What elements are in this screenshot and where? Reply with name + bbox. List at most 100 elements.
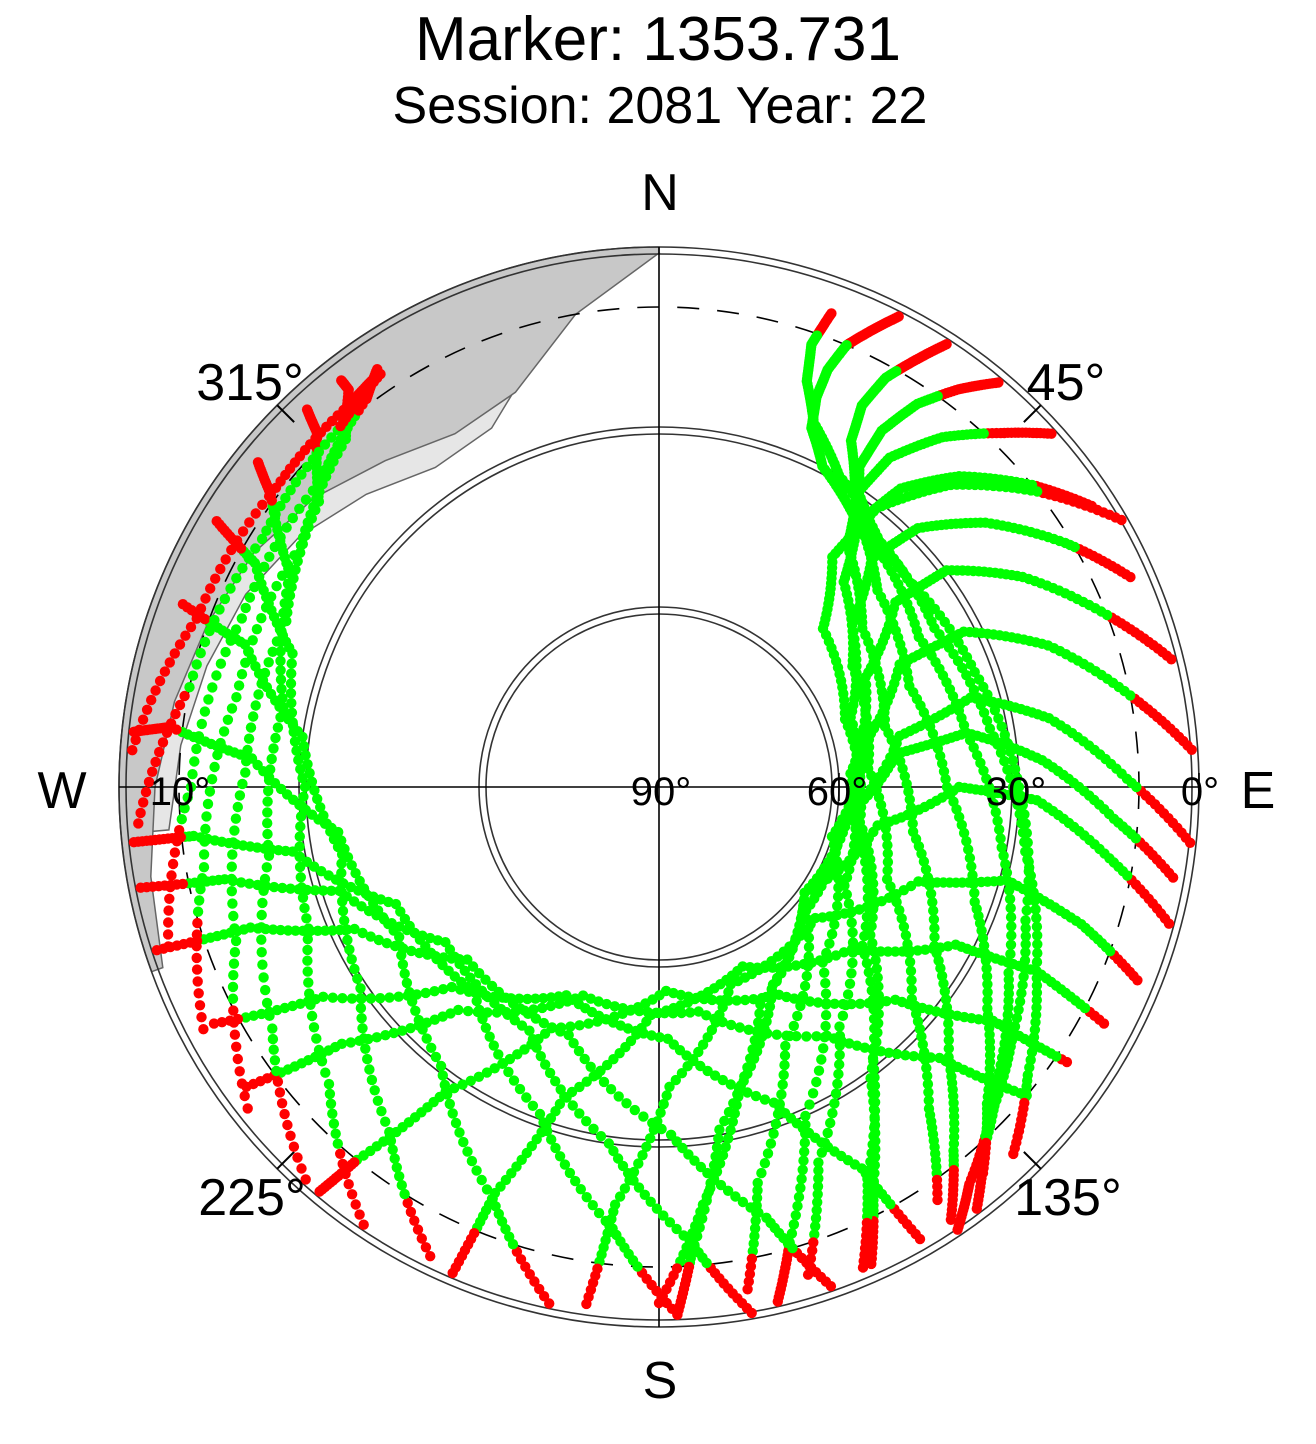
track-point-7-96 xyxy=(824,938,835,949)
track-point-13-51 xyxy=(617,1003,628,1014)
low-elevation-point-24-22 xyxy=(231,535,243,546)
track-point-1-128 xyxy=(1000,859,1011,870)
low-elevation-point-21-6 xyxy=(191,952,202,964)
track-point-20-43 xyxy=(282,607,293,618)
track-point-17-20 xyxy=(364,1064,375,1075)
track-point-27-103 xyxy=(1002,764,1013,775)
track-point-14-43 xyxy=(555,1026,566,1037)
track-point-26-122 xyxy=(873,1018,884,1029)
low-elevation-point-23-2 xyxy=(138,797,149,808)
track-point-23-24 xyxy=(231,573,242,584)
low-elevation-point-24-11 xyxy=(174,639,186,650)
track-point-2-109 xyxy=(937,758,948,769)
track-point-4-104 xyxy=(877,807,889,818)
track-point-11-44 xyxy=(830,950,842,961)
track-point-21-31 xyxy=(240,657,251,668)
track-point-6-102 xyxy=(846,917,857,928)
track-point-6-99 xyxy=(841,889,852,900)
low-elevation-point-23-6 xyxy=(150,756,161,768)
track-point-13-15 xyxy=(925,1052,937,1063)
track-point-13-36 xyxy=(743,1024,754,1036)
track-point-4-111 xyxy=(882,865,893,876)
track-point-13-79 xyxy=(380,1030,391,1041)
track-point-16-18 xyxy=(466,1155,478,1167)
track-point-13-45 xyxy=(667,1008,679,1019)
track-point-18-9 xyxy=(330,1128,341,1139)
track-point-14-15 xyxy=(753,1207,764,1218)
track-point-16-33 xyxy=(413,1014,424,1026)
track-point-11-54 xyxy=(752,962,763,973)
track-point-13-60 xyxy=(545,1000,556,1012)
track-point-27-113 xyxy=(1022,854,1033,865)
track-point-6-111 xyxy=(837,1010,849,1021)
cardinal-label-north: N xyxy=(641,164,679,222)
track-point-20-31 xyxy=(243,733,255,744)
track-point-3-136 xyxy=(943,1018,954,1029)
track-point-29-32 xyxy=(574,1108,585,1119)
track-point-28-63 xyxy=(505,993,517,1004)
track-point-21-26 xyxy=(222,714,234,725)
track-point-22-38 xyxy=(287,512,298,524)
track-point-1-135 xyxy=(1006,921,1017,932)
track-point-20-12 xyxy=(228,958,240,969)
track-point-19-48 xyxy=(275,646,286,657)
track-point-19-45 xyxy=(275,674,287,685)
track-point-8-91 xyxy=(801,970,812,982)
track-point-23-16 xyxy=(191,659,202,670)
low-elevation-point-18-4 xyxy=(343,1179,354,1190)
track-point-28-68 xyxy=(463,986,475,997)
track-point-15-19 xyxy=(575,1184,586,1195)
track-point-14-67 xyxy=(373,934,384,946)
track-point-2-111 xyxy=(940,773,951,785)
track-point-18-48 xyxy=(288,726,299,738)
track-point-20-21 xyxy=(227,849,238,860)
track-point-19-41 xyxy=(275,712,286,723)
track-point-25-117 xyxy=(725,1125,736,1136)
track-point-5-114 xyxy=(861,958,873,969)
track-point-17-55 xyxy=(298,740,310,752)
low-elevation-point-20-84 xyxy=(301,404,313,415)
track-point-11-47 xyxy=(806,957,818,968)
track-point-8-95 xyxy=(792,1010,803,1022)
chart-title: Marker: 1353.731 xyxy=(415,5,901,74)
track-point-4-137 xyxy=(922,1078,934,1090)
track-point-12-37 xyxy=(812,997,824,1008)
track-point-23-33 xyxy=(280,492,291,504)
track-point-6-130 xyxy=(812,1189,823,1200)
track-point-22-27 xyxy=(230,624,242,635)
track-point-18-45 xyxy=(293,754,304,766)
track-point-1-121 xyxy=(988,798,999,809)
track-point-7-125 xyxy=(786,1228,798,1239)
track-point-15-21 xyxy=(564,1167,576,1179)
track-point-22-18 xyxy=(193,731,205,742)
track-point-20-28 xyxy=(240,767,251,778)
track-point-20-32 xyxy=(245,722,257,733)
track-point-19-35 xyxy=(263,775,275,786)
track-point-4-116 xyxy=(894,905,905,916)
track-point-17-49 xyxy=(312,793,323,805)
low-elevation-point-8-122 xyxy=(746,1253,758,1265)
low-elevation-point-23-13 xyxy=(179,690,190,702)
low-elevation-point-6-136 xyxy=(808,1237,819,1248)
track-point-29-79 xyxy=(260,880,272,892)
track-point-22-19 xyxy=(196,718,207,730)
track-point-26-132 xyxy=(869,1105,881,1116)
track-point-28-71 xyxy=(438,984,449,995)
track-point-15-17 xyxy=(587,1200,598,1211)
low-elevation-point-23-8 xyxy=(157,737,169,748)
track-point-4-139 xyxy=(923,1095,934,1106)
track-point-14-29 xyxy=(656,1123,667,1135)
low-elevation-point-19-7 xyxy=(276,1098,288,1109)
track-point-6-129 xyxy=(812,1181,824,1192)
track-point-26-105 xyxy=(867,870,878,881)
track-point-19-29 xyxy=(262,839,274,851)
track-point-29-19 xyxy=(651,1203,663,1214)
low-elevation-point-17-2 xyxy=(416,1233,427,1244)
track-point-14-36 xyxy=(598,1076,610,1088)
track-point-7-95 xyxy=(826,928,838,940)
track-point-11-37 xyxy=(882,946,894,957)
track-point-29-41 xyxy=(527,1034,539,1045)
track-point-0-156 xyxy=(1020,931,1031,942)
low-elevation-point-4-154 xyxy=(932,1194,943,1206)
track-point-26-94 xyxy=(856,786,867,798)
